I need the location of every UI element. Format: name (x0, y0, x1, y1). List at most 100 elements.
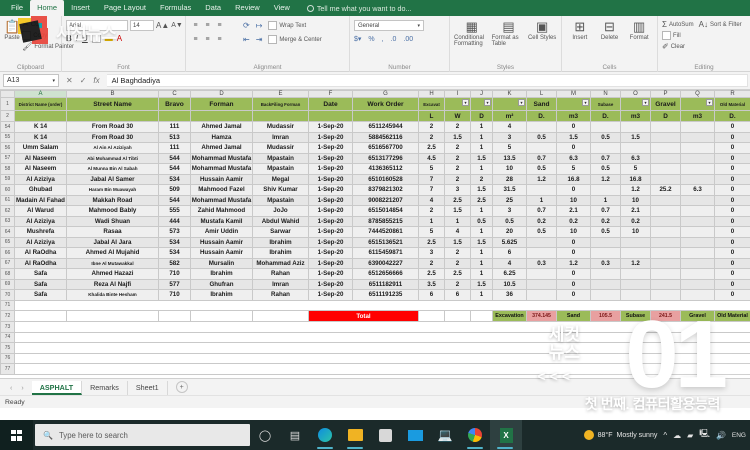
cell-bravo[interactable]: 444 (158, 215, 191, 227)
cell-subase-d[interactable] (590, 289, 621, 301)
cell-excav-w[interactable]: 2 (444, 257, 471, 269)
cell-bravo[interactable]: 555 (158, 205, 191, 217)
sort-filter-button[interactable]: A↓ Sort & Filter (699, 20, 742, 29)
cell-work-order[interactable]: 6512656666 (352, 268, 419, 280)
formula-input[interactable]: Al Baghdadiya (106, 74, 748, 87)
cell-excav-l[interactable]: 5 (418, 226, 445, 238)
percent-icon[interactable]: % (368, 35, 375, 43)
cell-gravel-d[interactable] (650, 152, 681, 164)
cell-date[interactable]: 1-Sep-20 (308, 257, 353, 269)
cell-excav-w[interactable]: 2 (444, 173, 471, 185)
cell-excav-m2[interactable]: 4 (492, 121, 527, 133)
onedrive-icon[interactable]: ☁ (673, 430, 682, 440)
cell-street[interactable]: Reza Al Najfi (66, 278, 159, 290)
cell-subase-d[interactable]: 1.2 (590, 173, 621, 185)
tell-me-box[interactable]: Tell me what you want to do... (306, 4, 412, 13)
cell-forman[interactable]: Mohammad Mustafa (190, 152, 253, 164)
cell-excav-m2[interactable]: 5 (492, 142, 527, 154)
row-header[interactable]: 65 (0, 236, 15, 248)
cell-district[interactable]: Ghubad (14, 184, 67, 196)
cell-date[interactable]: 1-Sep-20 (308, 152, 353, 164)
cell-sand-m3[interactable]: 0 (556, 268, 591, 280)
cell-excav-l[interactable]: 7 (418, 173, 445, 185)
borders-icon[interactable] (91, 34, 101, 43)
cell-excav-m2[interactable]: 4 (492, 257, 527, 269)
cell-gravel-m3[interactable] (680, 226, 715, 238)
cell-gravel-d[interactable] (650, 194, 681, 206)
cell-district[interactable]: Safa (14, 268, 67, 280)
column-header-I[interactable]: I (444, 90, 471, 98)
cell-sand-d[interactable]: 0.5 (526, 226, 557, 238)
cell-bravo[interactable]: 534 (158, 236, 191, 248)
cell-sand-m3[interactable]: 16.8 (556, 173, 591, 185)
select-all-corner[interactable] (0, 90, 15, 98)
cell-excav-l[interactable]: 3 (418, 247, 445, 259)
cell-sand-m3[interactable]: 0.2 (556, 215, 591, 227)
cell-forman[interactable]: Hamza (190, 131, 253, 143)
cell-forman[interactable]: Amir Uddin (190, 226, 253, 238)
cell-district[interactable]: Safa (14, 289, 67, 301)
column-header-C[interactable]: C (158, 90, 191, 98)
cell-backfill-forman[interactable]: Sarwar (252, 226, 309, 238)
cell-bravo[interactable]: 509 (158, 184, 191, 196)
cell-work-order[interactable]: 6515014854 (352, 205, 419, 217)
cell-sand-m3[interactable]: 2.1 (556, 205, 591, 217)
table-row[interactable]: 57 Al Naseem Abi Mohammad Al Tibti 544 Moham… (0, 152, 750, 164)
cell-subase-d[interactable] (590, 236, 621, 248)
cell-old-material-d[interactable]: 0 (714, 257, 750, 269)
cell-gravel-d[interactable] (650, 205, 681, 217)
row-header[interactable]: 56 (0, 142, 15, 154)
cell-gravel-d[interactable] (650, 278, 681, 290)
cell-subase-d[interactable] (590, 142, 621, 154)
column-header-M[interactable]: M (556, 90, 591, 98)
cell-gravel-m3[interactable] (680, 131, 715, 143)
chrome-icon[interactable] (460, 420, 490, 450)
cell-gravel-d[interactable] (650, 131, 681, 143)
cell-forman[interactable]: Mahmood Fazel (190, 184, 253, 196)
cell-district[interactable]: Al RaOdha (14, 247, 67, 259)
cell-excav-l[interactable]: 1 (418, 215, 445, 227)
paste-button[interactable]: 📋 Paste (4, 20, 20, 42)
cell-bravo[interactable]: 544 (158, 194, 191, 206)
font-name-input[interactable]: Arial (66, 20, 128, 31)
cell-gravel-d[interactable] (650, 215, 681, 227)
cell-forman[interactable]: Hussain Aamir (190, 247, 253, 259)
cell-sand-d[interactable] (526, 121, 557, 133)
cell-excav-w[interactable]: 4 (444, 226, 471, 238)
table-row[interactable]: 67 Al RaOdha Ibne Al Mutawakkal 582 Mursalin… (0, 257, 750, 269)
cell-excav-d[interactable]: 0.5 (470, 215, 493, 227)
cell-bravo[interactable]: 573 (158, 226, 191, 238)
cell-excav-d[interactable]: 1 (470, 247, 493, 259)
cell-subase-d[interactable] (590, 121, 621, 133)
cell-district[interactable]: Al Aziziya (14, 236, 67, 248)
cell-excav-w[interactable]: 2 (444, 152, 471, 164)
cell-sand-d[interactable]: 0.3 (526, 257, 557, 269)
cloud-icon[interactable]: ▰ (687, 430, 694, 440)
cell-backfill-forman[interactable]: Mpastain (252, 194, 309, 206)
cell-excav-m2[interactable]: 10.5 (492, 278, 527, 290)
column-header-P[interactable]: P (650, 90, 681, 98)
row-header[interactable]: 57 (0, 152, 15, 164)
cell-backfill-forman[interactable]: Shiv Kumar (252, 184, 309, 196)
cell-old-material-d[interactable]: 0 (714, 131, 750, 143)
ribbon-tab-view[interactable]: View (273, 3, 290, 12)
blank-cell[interactable] (190, 310, 253, 322)
cell-street[interactable]: Mahmood Bably (66, 205, 159, 217)
ribbon-tab-page-layout[interactable]: Page Layout (103, 3, 146, 12)
table-row[interactable]: 60 Ghubad Haram Bin Muawayah 509 Mahmood Faz… (0, 184, 750, 196)
cell-street[interactable]: Makkah Road (66, 194, 159, 206)
cell-sand-d[interactable] (526, 236, 557, 248)
cell-backfill-forman[interactable]: Rahan (252, 289, 309, 301)
cell-subase-m3[interactable]: 0.2 (620, 215, 651, 227)
cell-backfill-forman[interactable]: Rahan (252, 268, 309, 280)
delete-cells-button[interactable]: ⊟ Delete (596, 20, 624, 42)
cell-forman[interactable]: Ghufran (190, 278, 253, 290)
cell-gravel-m3[interactable] (680, 121, 715, 133)
cell-old-material-d[interactable]: 0 (714, 152, 750, 164)
ribbon-tab-review[interactable]: Review (235, 3, 260, 12)
cell-subase-d[interactable]: 0.7 (590, 205, 621, 217)
cell-excav-m2[interactable]: 28 (492, 173, 527, 185)
cell-work-order[interactable]: 9008221207 (352, 194, 419, 206)
cell-sand-m3[interactable]: 5 (556, 163, 591, 175)
row-header[interactable]: 55 (0, 131, 15, 143)
